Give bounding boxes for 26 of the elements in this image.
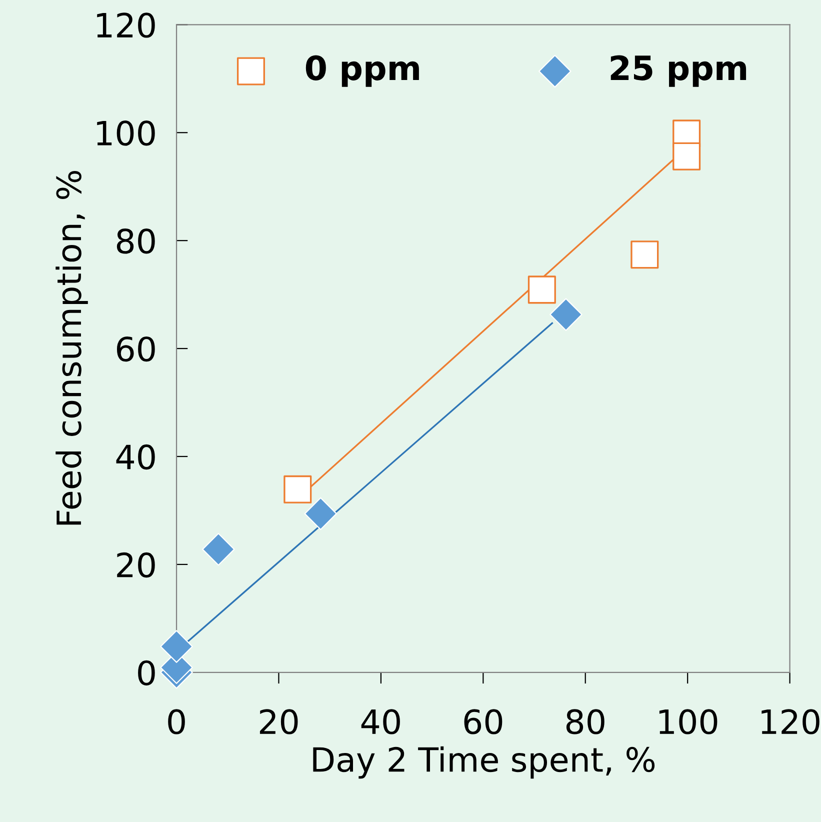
point xyxy=(528,276,556,304)
x-tick-label: 20 xyxy=(260,709,298,734)
x-tick-label: 80 xyxy=(566,709,604,734)
x-axis-title: Day 2 Time spent, % xyxy=(313,746,655,779)
x-tick-label: 120 xyxy=(762,709,820,734)
point xyxy=(550,298,582,331)
x-tick-label: 100 xyxy=(659,709,718,734)
y-tick-label: 40 xyxy=(116,444,155,470)
y-axis-title: Feed consumption, % xyxy=(56,170,88,525)
y-tick-label: 80 xyxy=(116,228,155,254)
y-tick-label: 20 xyxy=(117,552,155,578)
point xyxy=(672,142,701,170)
point xyxy=(304,497,338,530)
point xyxy=(284,475,312,504)
point xyxy=(202,532,235,566)
y-tick-label: 0 xyxy=(138,660,155,686)
legend-label: 0 ppm xyxy=(306,55,419,87)
point xyxy=(160,630,193,663)
y-tick-label: 100 xyxy=(97,120,155,146)
point xyxy=(630,240,659,269)
y-tick-label: 60 xyxy=(116,336,155,362)
legend-label: 25 ppm xyxy=(610,55,746,87)
y-tick-label: 120 xyxy=(97,12,155,38)
x-tick-label: 0 xyxy=(168,709,185,734)
x-tick-label: 60 xyxy=(464,709,502,734)
x-tick-label: 40 xyxy=(361,709,400,734)
